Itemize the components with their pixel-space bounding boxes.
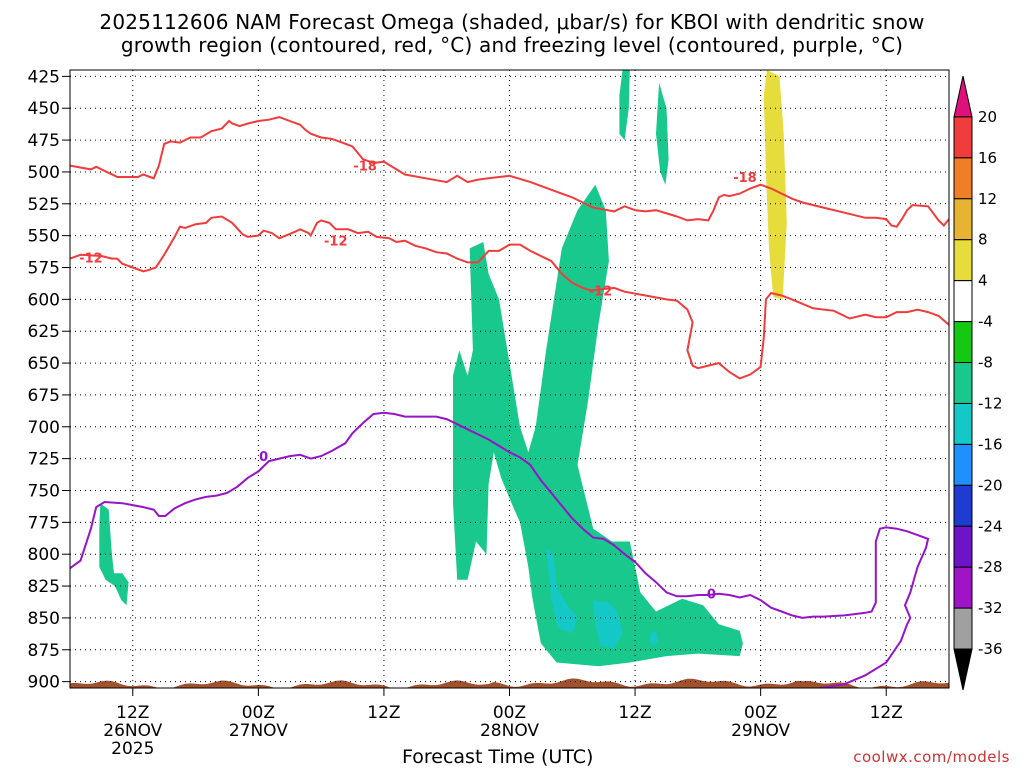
red-contour-1-line — [70, 215, 949, 380]
credit-link[interactable]: coolwx.com/models — [853, 748, 1010, 766]
red-contour-0-label-1: -18 — [733, 171, 757, 186]
y-tick-label: 875 — [28, 641, 60, 661]
colorbar-label: 12 — [978, 190, 997, 208]
omega-region-8 — [656, 82, 669, 185]
plot-area: -18 -18 -12 -12 -12 0 0 — [70, 70, 949, 688]
x-tick-label: 00Z — [242, 703, 275, 723]
colorbar-band — [953, 443, 973, 486]
omega-region-4 — [826, 392, 858, 548]
purple-contour-0-label-0: 0 — [259, 450, 268, 465]
colorbar-label: -4 — [978, 313, 993, 331]
x-axis-label: Forecast Time (UTC) — [402, 746, 594, 768]
colorbar-band — [953, 321, 973, 364]
colorbar-band — [953, 484, 973, 527]
colorbar-band — [953, 116, 973, 159]
red-contour-0-label-0: -18 — [353, 160, 377, 175]
y-tick-label: 525 — [28, 195, 60, 215]
colorbar-label: -8 — [978, 354, 993, 372]
y-tick-label: 475 — [28, 131, 60, 151]
y-tick-label: 900 — [28, 673, 60, 693]
colorbar-label: 20 — [978, 108, 997, 126]
omega-region-2 — [153, 146, 171, 268]
x-tick-date: 27NOV — [229, 721, 288, 741]
colorbar-band — [953, 280, 973, 323]
x-tick-label: 00Z — [493, 703, 526, 723]
chart-title-line-1: 2025112606 NAM Forecast Omega (shaded, μ… — [99, 10, 925, 34]
y-tick-label: 700 — [28, 418, 60, 438]
colorbar-arrow-top — [953, 75, 973, 118]
colorbar-label: 8 — [978, 231, 988, 249]
colorbar-label: -20 — [978, 476, 1003, 494]
colorbar-label: 16 — [978, 149, 997, 167]
y-tick-label: 500 — [28, 163, 60, 183]
colorbar-band — [953, 198, 973, 241]
red-contour-0-line — [70, 116, 949, 228]
y-tick-label: 675 — [28, 386, 60, 406]
omega-region-6 — [763, 70, 787, 300]
x-tick-date: 29NOV — [731, 721, 790, 741]
x-tick-label: 12Z — [367, 703, 400, 723]
y-tick-label: 800 — [28, 545, 60, 565]
colorbar-band — [953, 239, 973, 282]
omega-region-7 — [619, 70, 630, 141]
x-tick-date: 26NOV — [103, 721, 162, 741]
y-tick-label: 850 — [28, 609, 60, 629]
x-tick-year: 2025 — [111, 739, 154, 759]
omega-region-3 — [750, 70, 826, 427]
colorbar-band — [953, 525, 973, 568]
omega-region-9 — [453, 184, 743, 667]
colorbar-band — [953, 157, 973, 200]
colorbar: 20 16 12 8 4 -4 -8 -12 -16 -20 -24 -28 -32 -36 — [953, 75, 1003, 691]
red-contour-1-label-0: -12 — [79, 251, 103, 266]
purple-contour-0-label-1: 0 — [707, 588, 716, 603]
y-tick-label: 650 — [28, 354, 60, 374]
y-tick-label: 625 — [28, 322, 60, 342]
red-contour-1-label-1: -12 — [324, 235, 348, 250]
x-tick-label: 12Z — [116, 703, 149, 723]
y-tick-label: 750 — [28, 481, 60, 501]
colorbar-label: -32 — [978, 599, 1003, 617]
red-contour-1-label-2: -12 — [589, 284, 613, 299]
omega-region-11 — [546, 547, 578, 634]
colorbar-band — [953, 402, 973, 445]
omega-region-12 — [593, 600, 623, 649]
x-tick-label: 12Z — [870, 703, 903, 723]
omega-region-1 — [182, 70, 223, 234]
colorbar-label: -28 — [978, 558, 1003, 576]
y-tick-label: 600 — [28, 290, 60, 310]
colorbar-label: -36 — [978, 640, 1003, 658]
y-tick-label: 725 — [28, 450, 60, 470]
colorbar-band — [953, 607, 973, 650]
y-tick-label: 425 — [28, 67, 60, 87]
colorbar-label: -24 — [978, 517, 1003, 535]
x-tick-label: 12Z — [618, 703, 651, 723]
colorbar-label: 4 — [978, 272, 988, 290]
omega-region-10 — [99, 503, 129, 606]
colorbar-arrow-bottom — [953, 648, 973, 691]
colorbar-label: -12 — [978, 394, 1003, 412]
x-tick-date: 28NOV — [480, 721, 539, 741]
omega-region-5 — [680, 305, 716, 491]
y-tick-label: 575 — [28, 259, 60, 279]
terrain-band — [70, 678, 949, 688]
colorbar-band — [953, 566, 973, 609]
y-tick-label: 550 — [28, 227, 60, 247]
purple-contour-0-line — [70, 411, 930, 688]
omega-region-13 — [649, 630, 659, 646]
y-tick-label: 775 — [28, 513, 60, 533]
colorbar-label: -16 — [978, 435, 1003, 453]
x-tick-label: 00Z — [744, 703, 777, 723]
y-tick-label: 450 — [28, 99, 60, 119]
y-tick-label: 825 — [28, 577, 60, 597]
colorbar-band — [953, 362, 973, 404]
chart-title-line-2: growth region (contoured, red, °C) and f… — [120, 33, 904, 57]
